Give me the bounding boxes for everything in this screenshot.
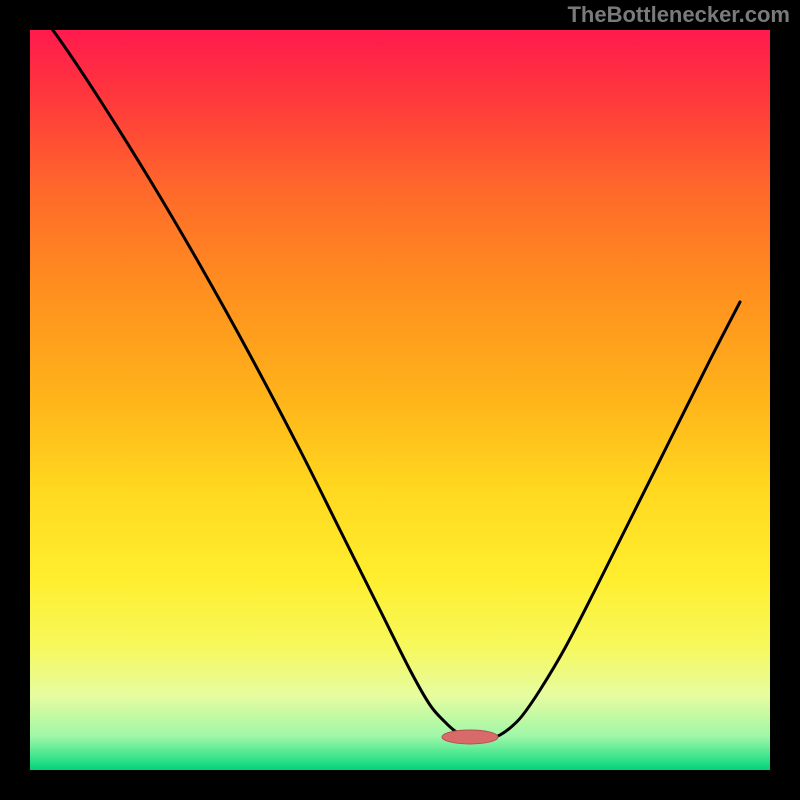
- optimal-marker: [442, 730, 498, 744]
- plot-area: [0, 0, 800, 800]
- watermark-text: TheBottlenecker.com: [567, 2, 790, 28]
- gradient-background: [30, 30, 770, 770]
- chart-svg: [0, 0, 800, 800]
